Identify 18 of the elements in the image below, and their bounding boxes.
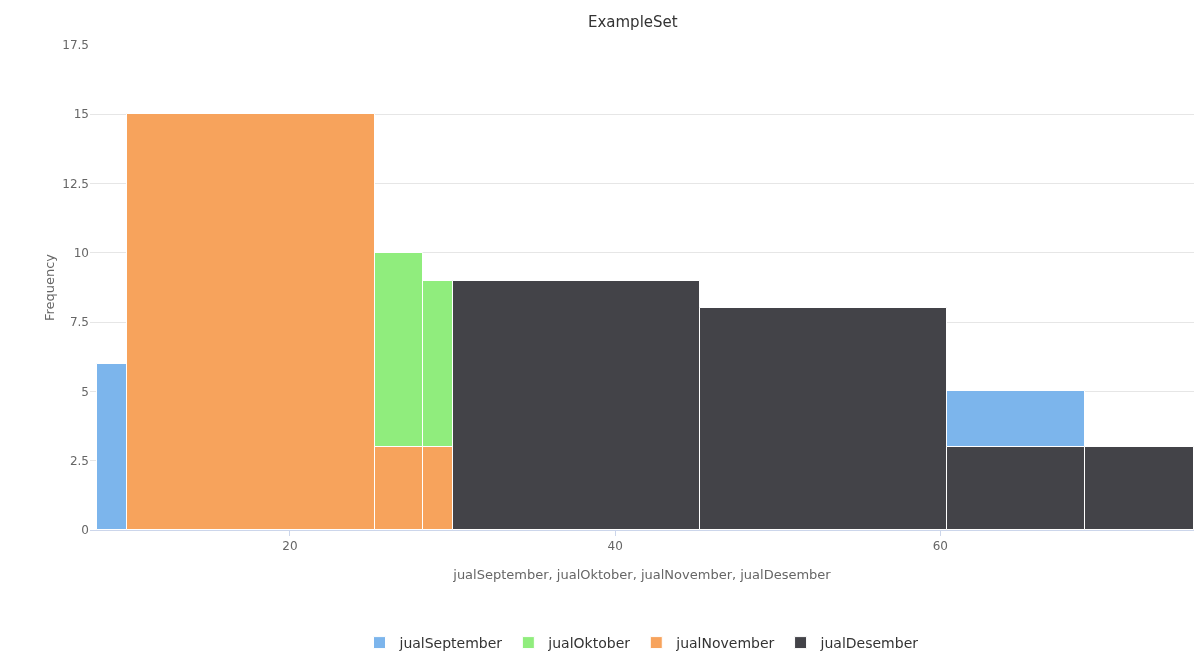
y-tick-label: 12.5 (62, 176, 89, 191)
y-tick-label: 2.5 (69, 453, 89, 468)
y-tick-label: 0 (81, 523, 89, 538)
y-axis-title: Frequency (42, 253, 57, 322)
y-tick-label: 7.5 (69, 315, 89, 330)
x-tick-label: 60 (932, 539, 948, 554)
y-tick-label: 15 (73, 107, 89, 122)
chart-title: ExampleSet (587, 12, 678, 31)
y-tick-label: 17.5 (62, 38, 89, 53)
x-tick-label: 40 (607, 539, 623, 554)
legend-label: jualOktober (547, 635, 631, 652)
legend-label: jualDesember (819, 635, 919, 652)
legend-label: jualNovember (675, 635, 775, 652)
x-tick-label: 20 (282, 539, 298, 554)
y-tick-label: 5 (81, 384, 89, 399)
y-tick-label: 10 (73, 246, 89, 261)
legend-label: jualSeptember (398, 635, 503, 652)
x-axis-title: jualSeptember, jualOktober, jualNovember, jualDesember (452, 567, 832, 582)
